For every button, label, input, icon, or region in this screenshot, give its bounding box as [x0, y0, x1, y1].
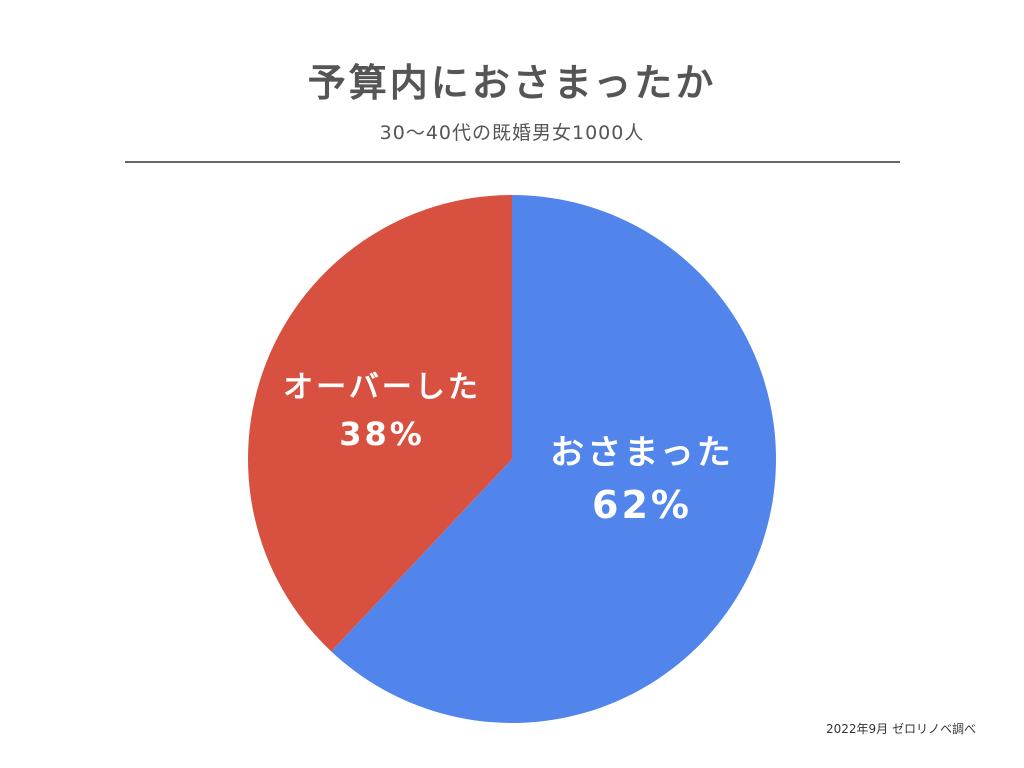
chart-subtitle: 30〜40代の既婚男女1000人: [379, 122, 645, 144]
chart-title: 予算内におさまったか: [307, 61, 717, 105]
slice-name-label-2: オーバーした: [283, 370, 481, 405]
title-divider: [125, 161, 900, 163]
slice-value-label-2: 38%: [339, 415, 425, 453]
source-note: 2022年9月 ゼロリノベ調べ: [826, 722, 976, 736]
pie-slice-2: [247, 195, 512, 652]
slice-value-label-1: 62%: [592, 483, 692, 527]
slice-name-label-1: おさまった: [550, 433, 734, 473]
pie-slice-1: [331, 195, 776, 723]
